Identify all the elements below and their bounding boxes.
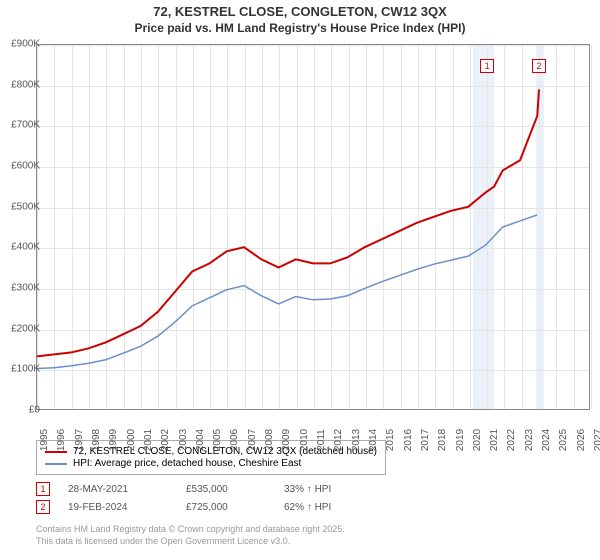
x-axis-label: 2012	[333, 429, 344, 451]
chart-marker: 2	[532, 59, 546, 73]
legend-swatch	[45, 463, 67, 465]
event-row: 1 28-MAY-2021 £535,000 33% ↑ HPI	[36, 482, 331, 496]
event-price: £725,000	[186, 502, 266, 513]
x-axis-label: 2017	[420, 429, 431, 451]
x-axis-label: 2000	[126, 429, 137, 451]
x-axis-label: 2019	[455, 429, 466, 451]
series-line-price_paid	[37, 89, 539, 356]
event-delta: 33% ↑ HPI	[284, 484, 331, 495]
series-line-hpi	[37, 215, 537, 369]
x-axis-label: 2020	[472, 429, 483, 451]
x-axis-label: 2025	[558, 429, 569, 451]
x-axis-label: 2009	[281, 429, 292, 451]
x-axis-label: 2005	[212, 429, 223, 451]
y-axis-label: £200K	[2, 323, 40, 334]
y-axis-label: £700K	[2, 120, 40, 131]
x-axis-label: 2007	[247, 429, 258, 451]
footer-line: This data is licensed under the Open Gov…	[36, 536, 345, 548]
x-axis-label: 2006	[229, 429, 240, 451]
event-price: £535,000	[186, 484, 266, 495]
footer-attribution: Contains HM Land Registry data © Crown c…	[36, 524, 345, 547]
event-marker-icon: 1	[36, 482, 50, 496]
x-axis-label: 1997	[74, 429, 85, 451]
x-axis-label: 1998	[91, 429, 102, 451]
event-date: 28-MAY-2021	[68, 484, 168, 495]
y-axis-label: £300K	[2, 283, 40, 294]
x-axis-label: 2018	[437, 429, 448, 451]
x-axis-label: 2022	[506, 429, 517, 451]
events-table: 1 28-MAY-2021 £535,000 33% ↑ HPI 2 19-FE…	[36, 482, 331, 518]
x-axis-label: 2003	[178, 429, 189, 451]
x-axis-label: 2008	[264, 429, 275, 451]
y-axis-label: £100K	[2, 364, 40, 375]
x-axis-label: 2027	[593, 429, 600, 451]
x-axis-label: 2016	[403, 429, 414, 451]
chart-marker: 1	[480, 59, 494, 73]
grid-line	[591, 45, 592, 409]
x-axis-label: 2004	[195, 429, 206, 451]
y-axis-label: £600K	[2, 161, 40, 172]
event-marker-icon: 2	[36, 500, 50, 514]
x-axis-label: 2021	[489, 429, 500, 451]
x-axis-label: 1995	[39, 429, 50, 451]
title-sub: Price paid vs. HM Land Registry's House …	[0, 21, 600, 35]
event-date: 19-FEB-2024	[68, 502, 168, 513]
x-axis-label: 2015	[385, 429, 396, 451]
y-axis-label: £400K	[2, 242, 40, 253]
legend-item: HPI: Average price, detached house, Ches…	[45, 458, 377, 469]
event-row: 2 19-FEB-2024 £725,000 62% ↑ HPI	[36, 500, 331, 514]
x-axis-label: 2013	[351, 429, 362, 451]
x-axis-label: 2001	[143, 429, 154, 451]
x-axis-label: 2014	[368, 429, 379, 451]
y-axis-label: £900K	[2, 39, 40, 50]
x-axis-label: 2023	[524, 429, 535, 451]
title-main: 72, KESTREL CLOSE, CONGLETON, CW12 3QX	[0, 4, 600, 19]
x-axis-label: 2026	[576, 429, 587, 451]
y-axis-label: £500K	[2, 201, 40, 212]
event-delta: 62% ↑ HPI	[284, 502, 331, 513]
y-axis-label: £0	[2, 405, 40, 416]
footer-line: Contains HM Land Registry data © Crown c…	[36, 524, 345, 536]
x-axis-label: 1999	[108, 429, 119, 451]
x-axis-label: 1996	[56, 429, 67, 451]
x-axis-label: 2024	[541, 429, 552, 451]
title-block: 72, KESTREL CLOSE, CONGLETON, CW12 3QX P…	[0, 0, 600, 37]
x-axis-label: 2002	[160, 429, 171, 451]
chart-container: 72, KESTREL CLOSE, CONGLETON, CW12 3QX P…	[0, 0, 600, 560]
y-axis-label: £800K	[2, 79, 40, 90]
legend-label: HPI: Average price, detached house, Ches…	[73, 458, 301, 469]
x-axis-label: 2011	[316, 429, 327, 451]
chart-svg	[37, 45, 589, 409]
chart-plot-area: 12	[36, 44, 590, 410]
x-axis-label: 2010	[299, 429, 310, 451]
